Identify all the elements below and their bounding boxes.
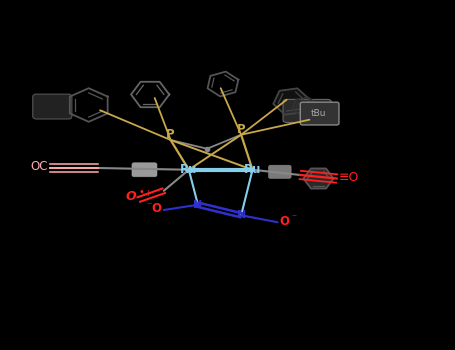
Text: N: N [193, 200, 202, 210]
Text: Ru: Ru [180, 163, 197, 176]
Text: P: P [237, 123, 245, 136]
FancyBboxPatch shape [283, 99, 331, 122]
Text: •: • [138, 187, 144, 197]
FancyBboxPatch shape [300, 102, 339, 125]
FancyBboxPatch shape [132, 163, 157, 177]
Polygon shape [273, 88, 309, 115]
Text: ⁻: ⁻ [291, 213, 296, 223]
Text: +: + [144, 189, 151, 198]
Text: N: N [237, 210, 246, 220]
Text: Ru: Ru [244, 163, 261, 176]
Text: O: O [152, 202, 162, 216]
Text: OC: OC [30, 160, 48, 174]
Text: ⁻: ⁻ [146, 201, 151, 211]
Text: O: O [126, 190, 136, 203]
Text: tBu: tBu [311, 109, 326, 118]
Text: P: P [167, 128, 175, 141]
FancyBboxPatch shape [268, 165, 291, 178]
Polygon shape [303, 168, 334, 189]
Text: ≡O: ≡O [339, 171, 359, 184]
Text: O: O [280, 215, 290, 228]
FancyBboxPatch shape [33, 94, 72, 119]
